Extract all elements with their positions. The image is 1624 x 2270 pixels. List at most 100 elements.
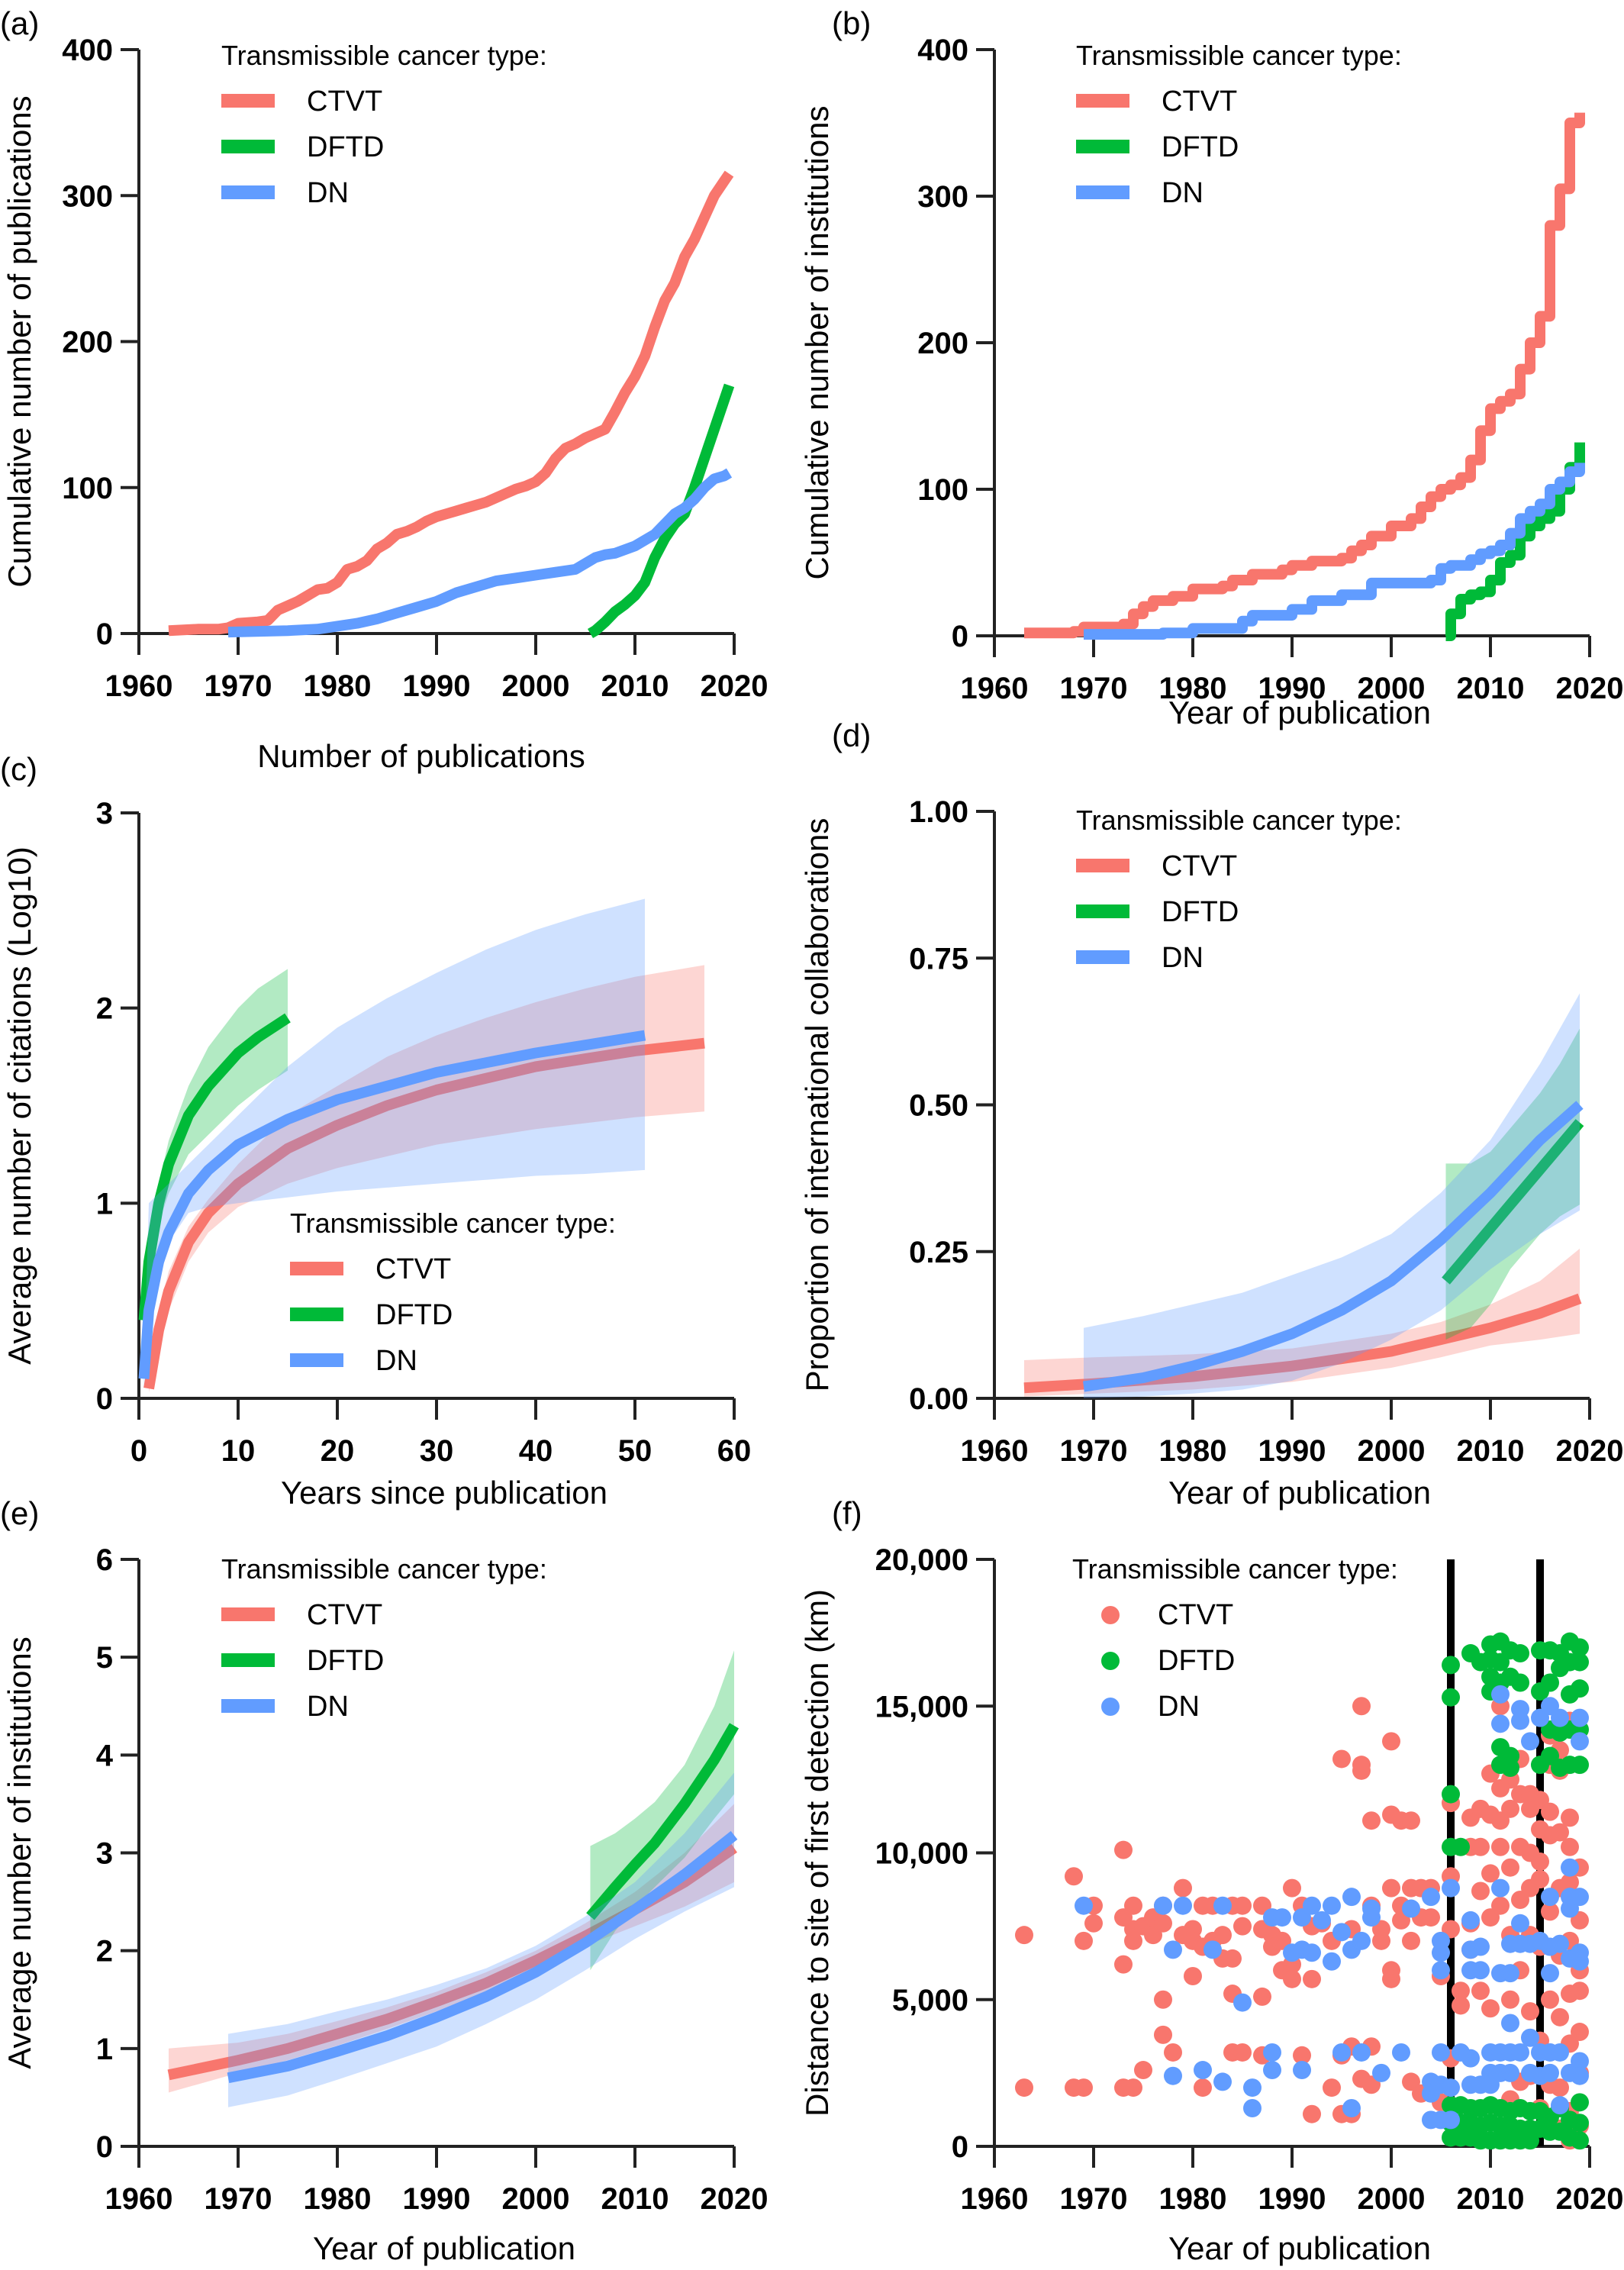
data-point-ctvt: [1402, 1931, 1420, 1950]
data-point-ctvt: [1352, 1697, 1371, 1716]
x-tick-label: 2010: [1457, 2182, 1525, 2216]
data-point-ctvt: [1283, 1969, 1301, 1988]
data-point-dn: [1442, 2078, 1460, 2097]
x-tick-label: 2010: [601, 2182, 669, 2216]
data-point-dn: [1471, 1937, 1490, 1956]
data-point-ctvt: [1402, 1811, 1420, 1830]
data-point-dn: [1571, 1952, 1589, 1971]
data-point-ctvt: [1352, 1761, 1371, 1780]
legend-title: Transmissible cancer type:: [1076, 804, 1402, 836]
legend-label-dn: DN: [1158, 1691, 1200, 1723]
data-point-ctvt: [1372, 1931, 1390, 1950]
series-dn: [1075, 1685, 1589, 2130]
legend-swatch-dn: [221, 185, 275, 199]
data-point-dftd: [1571, 1638, 1589, 1657]
data-point-dn: [1442, 1878, 1460, 1898]
y-tick-label: 3: [96, 1837, 113, 1871]
data-point-ctvt: [1422, 1908, 1440, 1927]
x-tick-label: 1990: [403, 669, 471, 703]
data-point-ctvt: [1303, 2104, 1321, 2123]
series-ctvt: [1024, 112, 1585, 639]
data-point-ctvt: [1531, 1870, 1549, 1889]
legend: Transmissible cancer type: CTVT DFTD DN: [1076, 804, 1402, 974]
legend: Transmissible cancer type: CTVT DFTD DN: [1072, 1553, 1398, 1723]
x-tick-label: 2000: [502, 2182, 570, 2216]
legend-label-ctvt: CTVT: [1162, 850, 1237, 882]
x-axis-title: Years since publication: [281, 1475, 607, 1511]
x-tick-label: 1970: [1060, 2182, 1128, 2216]
confidence-band-ctvt: [1024, 1248, 1580, 1397]
legend-label-dn: DN: [375, 1345, 417, 1377]
data-point-ctvt: [1571, 1981, 1589, 2001]
data-point-dn: [1551, 2096, 1569, 2115]
panel-label: (b): [832, 5, 871, 41]
data-point-dftd: [1571, 2114, 1589, 2133]
data-point-dn: [1332, 1923, 1351, 1942]
legend-swatch-ctvt: [221, 94, 275, 108]
data-point-ctvt: [1233, 2043, 1252, 2062]
x-tick-label: 2000: [1358, 672, 1426, 705]
y-axis-title: Distance to site of first detection (km): [799, 1589, 835, 2117]
y-tick-label: 300: [917, 180, 968, 214]
y-tick-label: 15,000: [875, 1690, 968, 1723]
data-point-ctvt: [1233, 1896, 1252, 1915]
series-dftd: [1442, 1028, 1584, 1340]
series-line-dftd: [1442, 1119, 1584, 1285]
legend-label-ctvt: CTVT: [307, 85, 382, 118]
data-point-dn: [1194, 2061, 1212, 2080]
data-point-dn: [1323, 1896, 1341, 1915]
confidence-band-dftd: [1445, 1028, 1580, 1340]
data-point-ctvt: [1332, 1749, 1351, 1769]
data-point-dn: [1303, 1943, 1321, 1962]
data-point-ctvt: [1323, 2078, 1341, 2097]
data-point-dn: [1561, 1858, 1579, 1877]
confidence-band-ctvt: [149, 965, 704, 1393]
data-point-dn: [1372, 2063, 1390, 2082]
y-tick-label: 400: [917, 34, 968, 67]
y-tick-label: 6: [96, 1543, 113, 1577]
x-tick-label: 0: [130, 1434, 147, 1468]
y-tick-label: 1: [96, 2033, 113, 2066]
panel-label: (d): [832, 717, 871, 753]
legend: Transmissible cancer type: CTVT DFTD DN: [221, 1553, 547, 1723]
x-tick-label: 1990: [1258, 1434, 1326, 1468]
data-point-ctvt: [1194, 2078, 1212, 2097]
data-point-ctvt: [1124, 1896, 1142, 1915]
legend: Transmissible cancer type: CTVT DFTD DN: [1076, 40, 1402, 209]
y-tick-label: 0.50: [909, 1089, 968, 1123]
confidence-band-dn: [228, 1772, 734, 2107]
data-point-ctvt: [1452, 1996, 1470, 2015]
data-point-dn: [1471, 1961, 1490, 1980]
y-axis-title: Average number of citations (Log10): [2, 846, 37, 1365]
x-tick-label: 40: [519, 1434, 553, 1468]
legend-label-ctvt: CTVT: [1158, 1599, 1233, 1631]
data-point-dftd: [1511, 1673, 1529, 1692]
data-point-dn: [1442, 2110, 1460, 2130]
confidence-band-dn: [1084, 993, 1580, 1398]
series-line-dn: [138, 1030, 646, 1379]
legend-title: Transmissible cancer type:: [221, 1553, 547, 1585]
data-point-dftd: [1571, 2131, 1589, 2150]
data-point-dn: [1352, 2043, 1371, 2062]
data-point-dn: [1392, 2043, 1410, 2062]
x-axis-title: Year of publication: [1168, 2230, 1431, 2266]
x-tick-label: 1960: [105, 669, 173, 703]
y-axis-title: Cumulative number of institutions: [799, 106, 835, 580]
x-tick-label: 2020: [1556, 2182, 1624, 2216]
series-line-dftd: [586, 1723, 740, 1920]
data-point-dn: [1461, 2049, 1480, 2068]
x-tick-label: 1980: [1159, 1434, 1227, 1468]
data-point-dn: [1541, 2063, 1559, 2082]
data-point-dftd: [1442, 1656, 1460, 1675]
data-point-dn: [1432, 1943, 1450, 1962]
data-point-ctvt: [1382, 1878, 1400, 1898]
data-point-dn: [1273, 1908, 1291, 1927]
x-tick-label: 2010: [1457, 672, 1525, 705]
data-point-dftd: [1501, 1758, 1519, 1777]
data-point-dn: [1154, 1896, 1172, 1915]
data-point-ctvt: [1452, 1981, 1470, 2001]
data-point-dn: [1342, 1888, 1361, 1907]
data-point-dn: [1313, 1910, 1331, 1930]
